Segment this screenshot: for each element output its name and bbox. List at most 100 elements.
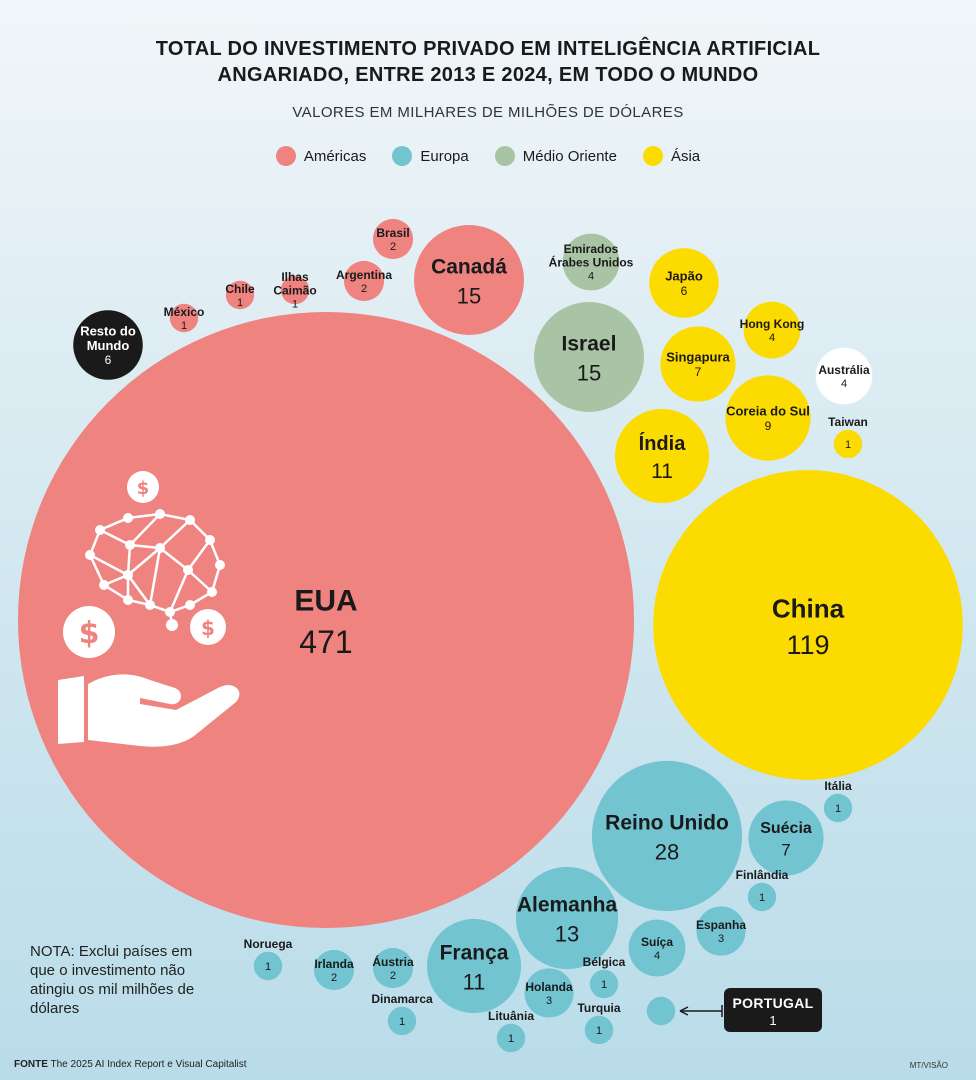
bubble-circle-espanha xyxy=(696,906,746,956)
bubble-label-resto-do-mundo-1: Resto do xyxy=(80,323,136,338)
chart-title-line1: TOTAL DO INVESTIMENTO PRIVADO EM INTELIG… xyxy=(155,38,821,60)
legend-swatch-asia xyxy=(642,146,663,166)
bubble-label-dinamarca: Dinamarca xyxy=(371,992,433,1006)
bubble-value-alemanha: 13 xyxy=(555,921,579,946)
bubble-value-eua: 471 xyxy=(299,624,352,660)
bubble-label-alemanha: Alemanha xyxy=(517,894,618,917)
bubble-value-india: 11 xyxy=(651,460,673,483)
bubble-value-ilhas-caimao: 1 xyxy=(292,299,298,311)
bubble-value-suecia: 7 xyxy=(781,841,790,860)
bubble-value-israel: 15 xyxy=(577,360,601,385)
bubble-circle-finlandia xyxy=(747,882,777,912)
legend-label-asia: Ásia xyxy=(670,147,701,165)
bubble-label-reino-unido: Reino Unido xyxy=(605,812,729,835)
bubble-value-austria: 2 xyxy=(390,970,396,982)
bubble-circle-india xyxy=(614,408,710,504)
bubble-eua: EUA 471 xyxy=(18,312,634,928)
source-label: FONTE xyxy=(14,1059,48,1070)
bubble-label-noruega: Noruega xyxy=(244,937,293,951)
bubble-label-hong-kong: Hong Kong xyxy=(740,317,805,331)
bubble-circle-china xyxy=(653,470,963,780)
bubble-value-argentina: 2 xyxy=(361,283,367,295)
bubble-noruega: Noruega 1 xyxy=(244,937,293,981)
bubble-label-suica: Suíça xyxy=(641,935,673,949)
chart-title-line2: ANGARIADO, ENTRE 2013 E 2024, EM TODO O … xyxy=(217,64,759,86)
legend-item-medio-oriente: Médio Oriente xyxy=(494,146,617,166)
bubble-label-franca: França xyxy=(440,942,509,965)
bubble-label-taiwan: Taiwan xyxy=(828,415,868,429)
bubble-label-italia: Itália xyxy=(824,779,852,793)
source-text: The 2025 AI Index Report e Visual Capita… xyxy=(50,1059,247,1070)
bubble-canada: Canadá 15 xyxy=(414,225,524,335)
bubble-label-india: Índia xyxy=(639,432,687,455)
bubble-circle-holanda xyxy=(524,968,574,1018)
bubble-circle-taiwan xyxy=(833,429,863,459)
bubble-label-ilhas-caimao-2: Caimão xyxy=(273,283,316,297)
bubble-label-china: China xyxy=(772,593,845,623)
bubble-value-finlandia: 1 xyxy=(759,892,765,904)
svg-text:$: $ xyxy=(201,616,215,640)
portugal-connector-arrowhead xyxy=(679,1006,689,1016)
bubble-circle-suica xyxy=(628,919,686,977)
bubble-value-dinamarca: 1 xyxy=(399,1016,405,1028)
bubble-circle-emirados-arabes-unidos xyxy=(562,233,620,291)
bubble-value-chile: 1 xyxy=(237,297,243,309)
bubble-value-mexico: 1 xyxy=(181,320,187,332)
bubble-circle-brasil xyxy=(372,218,414,260)
bubble-finlandia: Finlândia 1 xyxy=(736,868,789,912)
legend-label-medio-oriente: Médio Oriente xyxy=(522,147,617,165)
bubble-circle-ilhas-caimao xyxy=(280,275,310,305)
bubble-value-espanha: 3 xyxy=(718,933,724,945)
bubble-value-irlanda: 2 xyxy=(331,972,337,984)
portugal-callout: PORTUGAL 1 xyxy=(724,988,822,1032)
legend-swatch-americas xyxy=(275,146,296,166)
legend-item-asia: Ásia xyxy=(642,146,701,166)
portugal-label: PORTUGAL xyxy=(732,995,814,1011)
bubble-circle-chile xyxy=(225,280,255,310)
bubble-circle-italia xyxy=(823,793,853,823)
bubble-value-reino-unido: 28 xyxy=(655,839,679,864)
svg-text:$: $ xyxy=(79,616,100,651)
svg-text:$: $ xyxy=(137,478,150,499)
bubble-circle-coreia-do-sul xyxy=(725,375,811,461)
bubble-label-argentina: Argentina xyxy=(336,268,392,282)
bubble-circle-noruega xyxy=(253,951,283,981)
bubble-israel: Israel 15 xyxy=(534,302,644,412)
bubble-india: Índia 11 xyxy=(614,408,710,504)
bubble-value-turquia: 1 xyxy=(596,1025,602,1037)
bubble-circle-mexico xyxy=(169,303,199,333)
bubble-label-brasil: Brasil xyxy=(376,226,409,240)
bubble-circle-portugal xyxy=(646,996,676,1026)
bubble-label-holanda: Holanda xyxy=(525,980,573,994)
bubble-value-china: 119 xyxy=(786,630,829,660)
bubble-belgica: Bélgica 1 xyxy=(583,955,626,999)
bubble-italia: Itália 1 xyxy=(823,779,853,823)
bubble-circle-austria xyxy=(372,947,414,989)
bubble-label-canada: Canadá xyxy=(431,256,507,279)
bubble-label-israel: Israel xyxy=(562,333,617,356)
bubble-value-coreia-do-sul: 9 xyxy=(765,419,772,433)
legend-swatch-europa xyxy=(392,146,413,166)
bubble-circle-dinamarca xyxy=(387,1006,417,1036)
bubble-value-australia: 4 xyxy=(841,378,847,390)
bubble-label-suecia: Suécia xyxy=(760,820,812,837)
bubble-circle-singapura xyxy=(660,326,736,402)
bubble-suecia: Suécia 7 xyxy=(748,800,824,876)
bubble-circle-lituania xyxy=(496,1023,526,1053)
bubble-circle-reino-unido xyxy=(591,760,743,912)
bubble-label-australia: Austrália xyxy=(818,363,870,377)
ai-investment-icon: $ $ $ xyxy=(58,471,240,747)
bubble-value-noruega: 1 xyxy=(265,961,271,973)
bubble-circle-resto-do-mundo xyxy=(73,310,143,380)
